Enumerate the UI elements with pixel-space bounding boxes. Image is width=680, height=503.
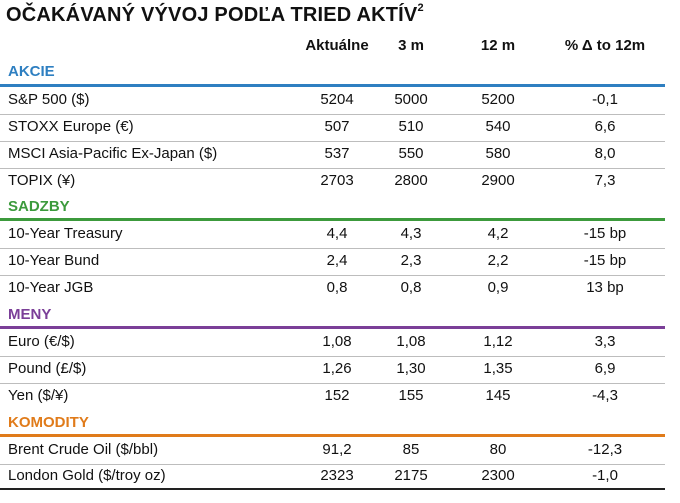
cell-current: 507: [324, 118, 350, 135]
cell-12m: 580: [485, 145, 511, 162]
page-title: OČAKÁVANÝ VÝVOJ PODĽA TRIED AKTÍV2: [6, 2, 424, 27]
cell-3m: 4,3: [400, 225, 422, 242]
header-current: Aktuálne: [305, 37, 369, 54]
cell-change: 13 bp: [586, 279, 624, 296]
row-name: Pound (£/$): [8, 360, 87, 377]
cell-current: 2,4: [326, 252, 348, 269]
cell-current: 2323: [320, 467, 354, 484]
cell-12m: 5200: [481, 91, 515, 108]
section-rule-sadzby: [0, 218, 665, 221]
section-meny: MENY: [0, 304, 665, 324]
header-3m: 3 m: [398, 37, 424, 54]
row-name: London Gold ($/troy oz): [8, 467, 166, 484]
cell-change: 6,6: [594, 118, 616, 135]
cell-12m: 80: [489, 441, 507, 458]
table-row: STOXX Europe (€) 507 510 540 6,6: [0, 114, 665, 142]
section-rule-komodity: [0, 434, 665, 437]
row-name: TOPIX (¥): [8, 172, 76, 189]
table-row: 10-Year Treasury 4,4 4,3 4,2 -15 bp: [0, 221, 665, 249]
section-komodity: KOMODITY: [0, 412, 665, 432]
row-name: 10-Year JGB: [8, 279, 94, 296]
header-change: % Δ to 12m: [564, 37, 646, 54]
cell-12m: 145: [485, 387, 511, 404]
cell-12m: 1,35: [483, 360, 513, 377]
header-12m: 12 m: [480, 37, 516, 54]
cell-3m: 1,30: [396, 360, 426, 377]
cell-current: 0,8: [326, 279, 348, 296]
cell-12m: 540: [485, 118, 511, 135]
cell-change: -0,1: [592, 91, 618, 108]
cell-change: -15 bp: [583, 252, 627, 269]
table-row: London Gold ($/troy oz) 2323 2175 2300 -…: [0, 463, 665, 490]
row-name: Euro (€/$): [8, 333, 75, 350]
row-name: 10-Year Bund: [8, 252, 100, 269]
cell-12m: 2,2: [487, 252, 509, 269]
title-text: OČAKÁVANÝ VÝVOJ PODĽA TRIED AKTÍV: [6, 4, 418, 26]
section-label-meny: MENY: [8, 306, 52, 323]
row-name: Yen ($/¥): [8, 387, 69, 404]
cell-3m: 510: [398, 118, 424, 135]
cell-current: 5204: [320, 91, 354, 108]
cell-change: 6,9: [594, 360, 616, 377]
section-akcie: AKCIE: [0, 61, 665, 81]
cell-3m: 5000: [394, 91, 428, 108]
table-row: Yen ($/¥) 152 155 145 -4,3: [0, 383, 665, 410]
cell-change: -15 bp: [583, 225, 627, 242]
cell-change: 3,3: [594, 333, 616, 350]
table-row: Euro (€/$) 1,08 1,08 1,12 3,3: [0, 329, 665, 357]
cell-change: 7,3: [594, 172, 616, 189]
cell-12m: 2900: [481, 172, 515, 189]
row-name: Brent Crude Oil ($/bbl): [8, 441, 159, 458]
table-row: S&P 500 ($) 5204 5000 5200 -0,1: [0, 87, 665, 115]
cell-current: 4,4: [326, 225, 348, 242]
cell-current: 91,2: [322, 441, 352, 458]
cell-3m: 2800: [394, 172, 428, 189]
section-label-sadzby: SADZBY: [8, 198, 70, 215]
row-name: S&P 500 ($): [8, 91, 90, 108]
cell-change: -4,3: [592, 387, 618, 404]
table-row: MSCI Asia-Pacific Ex-Japan ($) 537 550 5…: [0, 141, 665, 169]
title-footnote: 2: [417, 2, 424, 14]
cell-3m: 0,8: [400, 279, 422, 296]
section-rule-meny: [0, 326, 665, 329]
cell-3m: 2,3: [400, 252, 422, 269]
cell-3m: 550: [398, 145, 424, 162]
cell-change: 8,0: [594, 145, 616, 162]
section-label-akcie: AKCIE: [8, 63, 55, 80]
table-row: 10-Year JGB 0,8 0,8 0,9 13 bp: [0, 275, 665, 302]
cell-current: 152: [324, 387, 350, 404]
row-name: MSCI Asia-Pacific Ex-Japan ($): [8, 145, 218, 162]
section-sadzby: SADZBY: [0, 196, 665, 216]
cell-current: 1,26: [322, 360, 352, 377]
row-name: 10-Year Treasury: [8, 225, 123, 242]
cell-current: 1,08: [322, 333, 352, 350]
table-row: Brent Crude Oil ($/bbl) 91,2 85 80 -12,3: [0, 437, 665, 465]
cell-12m: 0,9: [487, 279, 509, 296]
column-headers: Aktuálne 3 m 12 m % Δ to 12m: [0, 37, 680, 57]
section-rule-akcie: [0, 84, 665, 87]
cell-3m: 1,08: [396, 333, 426, 350]
cell-current: 537: [324, 145, 350, 162]
cell-change: -12,3: [587, 441, 623, 458]
cell-current: 2703: [320, 172, 354, 189]
cell-3m: 85: [402, 441, 420, 458]
section-label-komodity: KOMODITY: [8, 414, 89, 431]
cell-3m: 2175: [394, 467, 428, 484]
table-bottom-rule: [0, 488, 665, 490]
table-row: TOPIX (¥) 2703 2800 2900 7,3: [0, 168, 665, 195]
cell-12m: 2300: [481, 467, 515, 484]
table-row: 10-Year Bund 2,4 2,3 2,2 -15 bp: [0, 248, 665, 276]
cell-change: -1,0: [592, 467, 618, 484]
row-name: STOXX Europe (€): [8, 118, 134, 135]
table-row: Pound (£/$) 1,26 1,30 1,35 6,9: [0, 356, 665, 384]
cell-12m: 1,12: [483, 333, 513, 350]
cell-12m: 4,2: [487, 225, 509, 242]
cell-3m: 155: [398, 387, 424, 404]
